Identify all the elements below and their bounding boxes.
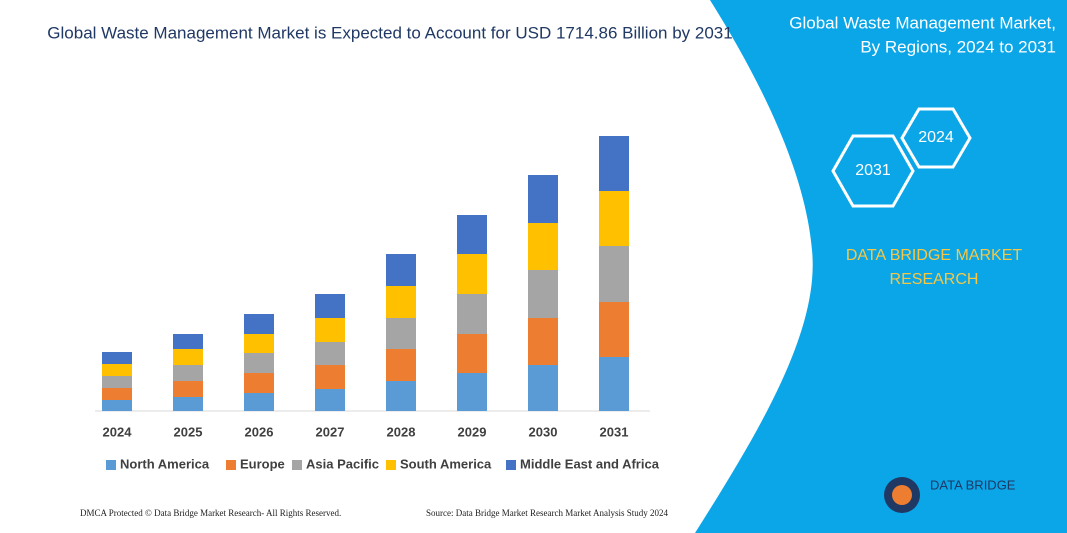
hexagon — [900, 107, 972, 169]
logo-text: DATA BRIDGE — [930, 477, 1016, 492]
bar-segment — [599, 246, 629, 302]
bar-segment — [599, 357, 629, 411]
bar-segment — [173, 349, 203, 365]
panel-title: By Regions, 2024 to 2031 — [860, 37, 1056, 56]
bar-segment — [528, 318, 558, 365]
legend-label: Middle East and Africa — [520, 456, 660, 471]
chart-title: Global Waste Management Market is Expect… — [47, 23, 732, 42]
bar-segment — [244, 334, 274, 353]
bar-segment — [528, 175, 558, 223]
x-tick-label: 2024 — [103, 424, 133, 439]
x-tick-label: 2027 — [316, 424, 345, 439]
x-tick-label: 2030 — [529, 424, 558, 439]
bar-segment — [528, 365, 558, 411]
hexagon-label: 2024 — [918, 129, 954, 146]
bar-segment — [599, 302, 629, 357]
legend-swatch — [506, 460, 516, 470]
bar-segment — [315, 365, 345, 389]
bar-segment — [457, 215, 487, 254]
bar-segment — [599, 191, 629, 246]
side-panel — [695, 0, 1067, 533]
footer-text: DMCA Protected © Data Bridge Market Rese… — [80, 508, 341, 518]
legend-label: North America — [120, 456, 210, 471]
x-tick-label: 2031 — [600, 424, 629, 439]
x-tick-label: 2025 — [174, 424, 203, 439]
bar-segment — [244, 314, 274, 334]
bar-segment — [386, 286, 416, 318]
x-tick-label: 2029 — [458, 424, 487, 439]
bar-segment — [244, 353, 274, 373]
legend-swatch — [292, 460, 302, 470]
bar-segment — [457, 334, 487, 373]
bar-segment — [102, 376, 132, 388]
x-tick-label: 2028 — [387, 424, 416, 439]
bar-segment — [102, 400, 132, 411]
bar-segment — [457, 294, 487, 334]
footer-text: Source: Data Bridge Market Research Mark… — [426, 508, 668, 518]
bar-segment — [528, 223, 558, 270]
hexagon-label: 2031 — [855, 162, 891, 179]
bar-segment — [315, 318, 345, 342]
logo-icon — [892, 485, 912, 505]
bar-segment — [315, 294, 345, 318]
bar-segment — [386, 381, 416, 411]
panel-title: Global Waste Management Market, — [789, 13, 1056, 32]
brand-text: DATA BRIDGE MARKET — [846, 247, 1023, 264]
brand-text: RESEARCH — [890, 271, 979, 288]
bar-segment — [386, 349, 416, 381]
bar-segment — [102, 352, 132, 364]
legend-label: Asia Pacific — [306, 456, 379, 471]
legend-swatch — [106, 460, 116, 470]
x-tick-label: 2026 — [245, 424, 274, 439]
bar-segment — [173, 397, 203, 411]
bar-segment — [457, 373, 487, 411]
hexagon — [831, 134, 915, 208]
bar-segment — [173, 381, 203, 397]
bar-segment — [244, 373, 274, 393]
legend-label: Europe — [240, 456, 285, 471]
bar-segment — [386, 254, 416, 286]
bar-segment — [173, 365, 203, 381]
bar-segment — [244, 393, 274, 411]
legend-swatch — [386, 460, 396, 470]
bar-segment — [599, 136, 629, 191]
bar-segment — [315, 342, 345, 365]
bar-segment — [386, 318, 416, 349]
bar-segment — [102, 364, 132, 376]
legend-swatch — [226, 460, 236, 470]
bar-segment — [528, 270, 558, 318]
legend-label: South America — [400, 456, 492, 471]
bar-segment — [315, 389, 345, 411]
bar-segment — [173, 334, 203, 349]
bar-segment — [457, 254, 487, 294]
bar-segment — [102, 388, 132, 400]
